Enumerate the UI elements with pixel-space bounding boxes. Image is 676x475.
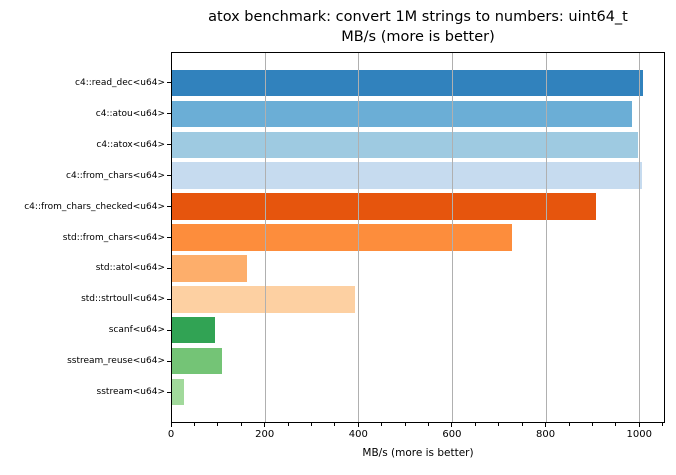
y-tick-label: sstream<u64>	[96, 387, 165, 398]
y-tick	[167, 237, 171, 238]
x-tick-minor	[521, 423, 523, 426]
x-tick-label: 800	[536, 429, 556, 440]
chart-title: atox benchmark: convert 1M strings to nu…	[171, 7, 665, 47]
x-tick-major	[357, 423, 359, 427]
bar	[172, 69, 643, 97]
y-tick	[167, 360, 171, 362]
x-tick-major	[638, 423, 640, 427]
bar	[172, 162, 643, 189]
x-tick-minor	[474, 423, 476, 426]
x-tick-major	[264, 423, 266, 427]
y-tick-label: c4::atou<u64>	[95, 108, 165, 119]
x-tick-minor	[498, 423, 500, 426]
y-tick	[167, 267, 171, 269]
bar	[172, 347, 223, 375]
x-tick-label: 400	[348, 429, 368, 440]
gridline-x	[264, 53, 266, 422]
y-tick	[167, 329, 171, 331]
y-tick-label: scanf<u64>	[108, 325, 165, 336]
y-tick-label: std::from_chars<u64>	[62, 232, 165, 243]
x-tick-label: 0	[167, 429, 175, 440]
x-tick-minor	[310, 423, 312, 426]
bar	[172, 193, 597, 220]
x-tick-minor	[404, 423, 406, 426]
y-tick	[167, 82, 171, 84]
chart-title-line1: atox benchmark: convert 1M strings to nu…	[208, 9, 628, 25]
plot-area	[171, 52, 665, 423]
gridline-x	[545, 53, 547, 422]
bar	[172, 131, 639, 158]
x-tick-minor	[334, 423, 336, 426]
x-tick-minor	[381, 423, 383, 426]
x-tick-minor	[217, 423, 219, 426]
bar	[172, 255, 247, 282]
y-tick	[167, 144, 171, 146]
x-tick-minor	[568, 423, 570, 426]
x-tick-minor	[662, 423, 664, 426]
bar	[172, 286, 355, 313]
x-axis-label: MB/s (more is better)	[362, 447, 474, 459]
x-tick-major	[545, 423, 547, 427]
y-tick	[167, 391, 171, 393]
y-tick-label: c4::atox<u64>	[96, 139, 165, 150]
gridline-x	[358, 53, 360, 422]
gridline-x	[451, 53, 453, 422]
chart-title-line2: MB/s (more is better)	[341, 29, 495, 45]
y-tick	[167, 175, 171, 177]
bar	[172, 100, 632, 128]
x-tick-label: 200	[255, 429, 275, 440]
y-tick-label: c4::read_dec<u64>	[75, 77, 165, 88]
x-tick-minor	[428, 423, 430, 426]
y-tick-label: sstream_reuse<u64>	[67, 356, 165, 367]
x-tick-minor	[287, 423, 289, 426]
x-tick-label: 1000	[626, 429, 652, 440]
y-tick	[167, 298, 171, 300]
x-tick-minor	[591, 423, 593, 426]
y-tick	[167, 206, 171, 208]
x-tick-minor	[193, 423, 195, 426]
y-tick-label: c4::from_chars<u64>	[66, 170, 165, 181]
gridline-x	[639, 53, 641, 422]
bar	[172, 317, 216, 344]
x-tick-minor	[615, 423, 617, 426]
x-tick-major	[451, 423, 453, 427]
y-tick	[167, 113, 171, 115]
x-tick-major	[170, 423, 172, 427]
y-tick-label: std::atol<u64>	[95, 263, 165, 274]
bar	[172, 224, 513, 251]
y-tick-label: std::strtoull<u64>	[81, 294, 165, 305]
bar	[172, 378, 185, 406]
x-tick-minor	[240, 423, 242, 426]
y-tick-label: c4::from_chars_checked<u64>	[24, 201, 165, 212]
x-tick-label: 600	[442, 429, 462, 440]
